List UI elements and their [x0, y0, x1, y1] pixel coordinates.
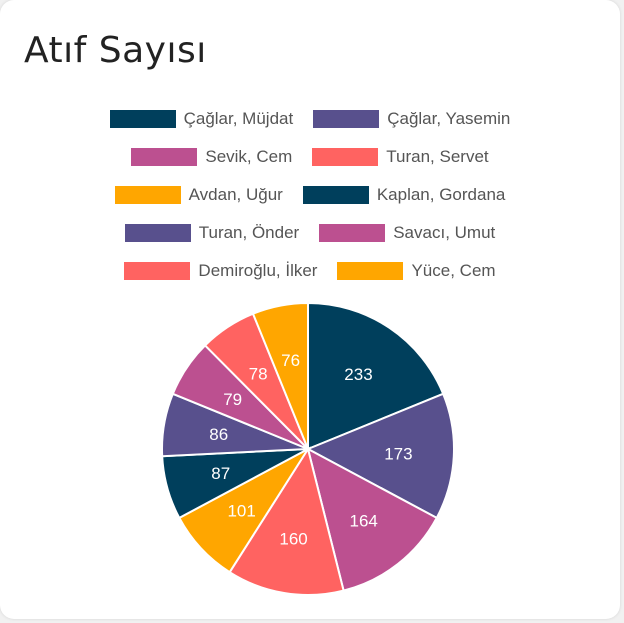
pie-slice[interactable]: [228, 446, 345, 596]
legend-label: Çağlar, Yasemin: [387, 109, 511, 128]
pie-slice[interactable]: [251, 301, 309, 450]
slice-value-label: 173: [384, 445, 412, 464]
legend-item[interactable]: Sevik, Cem: [131, 147, 292, 167]
pie-slice[interactable]: [306, 447, 439, 592]
legend-label: Turan, Servet: [386, 147, 489, 166]
slice-value-label: 76: [281, 351, 300, 370]
legend-label: Savacı, Umut: [393, 223, 496, 242]
legend-item[interactable]: Demiroğlu, İlker: [124, 261, 317, 281]
legend-label: Demiroğlu, İlker: [198, 261, 318, 280]
chart-legend: Çağlar, Müjdat Çağlar, Yasemin Sevik, Cem T…: [30, 100, 590, 290]
slice-value-label: 233: [344, 365, 372, 384]
legend-swatch: [312, 148, 379, 166]
legend-label: Kaplan, Gordana: [376, 185, 506, 204]
slice-value-label: 79: [223, 390, 242, 409]
slice-value-label: 164: [350, 511, 378, 530]
slice-value-label: 78: [249, 364, 268, 383]
slice-value-label: 86: [209, 425, 228, 444]
legend-row: Sevik, Cem Turan, Servet: [30, 138, 590, 176]
legend-label: Sevik, Cem: [205, 147, 293, 166]
legend-swatch: [337, 262, 404, 280]
legend-swatch: [131, 148, 198, 166]
pie-slice[interactable]: [307, 301, 445, 451]
legend-swatch: [319, 224, 386, 242]
legend-row: Demiroğlu, İlker Yüce, Cem: [30, 252, 590, 290]
legend-row: Çağlar, Müjdat Çağlar, Yasemin: [30, 100, 590, 138]
legend-row: Turan, Önder Savacı, Umut: [30, 214, 590, 252]
legend-item[interactable]: Çağlar, Müjdat: [109, 109, 294, 129]
legend-row: Avdan, Uğur Kaplan, Gordana: [30, 176, 590, 214]
slice-value-label: 101: [227, 502, 255, 521]
legend-swatch: [302, 186, 369, 204]
legend-swatch: [109, 110, 176, 128]
legend-label: Turan, Önder: [198, 223, 300, 242]
legend-swatch: [313, 110, 380, 128]
legend-item[interactable]: Turan, Servet: [312, 147, 489, 167]
legend-item[interactable]: Kaplan, Gordana: [302, 185, 506, 205]
chart-title: Atıf Sayısı: [24, 30, 207, 71]
legend-swatch: [114, 186, 181, 204]
slice-value-label: 87: [211, 464, 230, 483]
pie-slice[interactable]: [305, 392, 455, 520]
slice-value-label: 160: [279, 529, 307, 548]
legend-label: Yüce, Cem: [411, 261, 496, 280]
legend-item[interactable]: Savacı, Umut: [319, 223, 495, 243]
legend-item[interactable]: Çağlar, Yasemin: [313, 109, 510, 129]
legend-item[interactable]: Avdan, Uğur: [114, 185, 283, 205]
legend-item[interactable]: Yüce, Cem: [337, 261, 496, 281]
legend-label: Çağlar, Müjdat: [183, 109, 294, 128]
legend-item[interactable]: Turan, Önder: [124, 223, 300, 243]
legend-label: Avdan, Uğur: [188, 185, 283, 204]
legend-swatch: [124, 224, 191, 242]
legend-swatch: [124, 262, 191, 280]
